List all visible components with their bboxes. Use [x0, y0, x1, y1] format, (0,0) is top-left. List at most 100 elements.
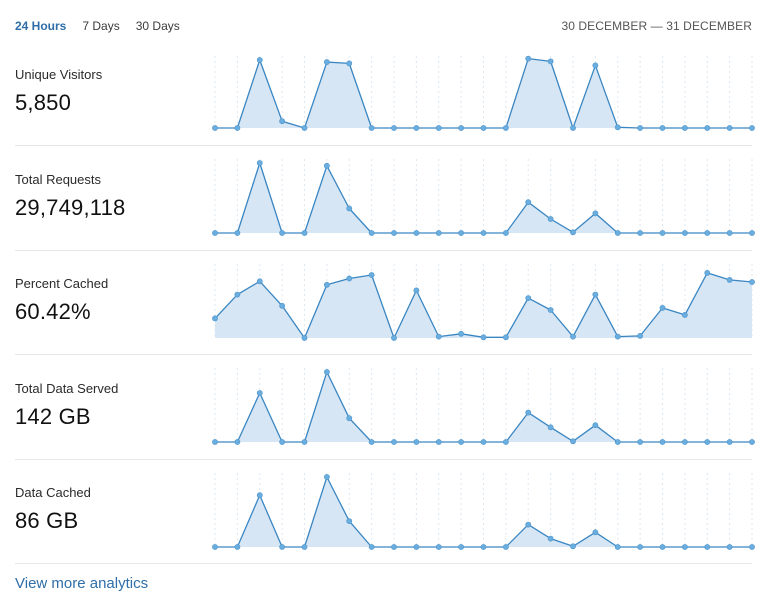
data-point[interactable] — [614, 333, 621, 340]
data-point[interactable] — [726, 230, 733, 236]
data-point[interactable] — [391, 230, 397, 236]
data-point[interactable] — [681, 230, 688, 236]
data-point[interactable] — [391, 335, 397, 341]
data-point[interactable] — [256, 278, 263, 285]
data-point[interactable] — [346, 275, 353, 282]
data-point[interactable] — [279, 230, 286, 236]
data-point[interactable] — [659, 305, 666, 311]
data-point[interactable] — [413, 230, 420, 236]
data-point[interactable] — [458, 439, 465, 445]
data-point[interactable] — [659, 544, 666, 550]
data-point[interactable] — [256, 390, 263, 396]
data-point[interactable] — [458, 125, 465, 131]
data-point[interactable] — [726, 439, 733, 445]
data-point[interactable] — [502, 439, 509, 445]
data-point[interactable] — [279, 302, 286, 309]
data-point[interactable] — [525, 521, 532, 528]
data-point[interactable] — [323, 281, 330, 288]
data-point[interactable] — [749, 125, 755, 131]
data-point[interactable] — [301, 439, 308, 445]
data-point[interactable] — [301, 125, 308, 131]
data-point[interactable] — [368, 544, 375, 550]
data-point[interactable] — [614, 544, 621, 550]
data-point[interactable] — [502, 125, 509, 131]
data-point[interactable] — [614, 230, 621, 236]
data-point[interactable] — [212, 125, 218, 131]
data-point[interactable] — [212, 439, 218, 445]
data-point[interactable] — [323, 369, 330, 375]
data-point[interactable] — [413, 544, 420, 550]
data-point[interactable] — [570, 438, 576, 445]
data-point[interactable] — [637, 439, 644, 445]
data-point[interactable] — [614, 439, 621, 445]
data-point[interactable] — [413, 125, 420, 131]
data-point[interactable] — [681, 544, 688, 550]
data-point[interactable] — [301, 335, 308, 341]
data-point[interactable] — [681, 439, 688, 445]
data-point[interactable] — [413, 287, 420, 294]
data-point[interactable] — [592, 422, 599, 429]
data-point[interactable] — [368, 439, 375, 445]
data-point[interactable] — [301, 230, 308, 236]
data-point[interactable] — [570, 333, 576, 340]
data-point[interactable] — [413, 439, 420, 445]
data-point[interactable] — [234, 439, 241, 445]
data-point[interactable] — [547, 535, 554, 542]
data-point[interactable] — [234, 125, 241, 131]
data-point[interactable] — [458, 544, 465, 550]
data-point[interactable] — [435, 439, 442, 445]
data-point[interactable] — [323, 59, 330, 65]
data-point[interactable] — [435, 333, 442, 340]
data-point[interactable] — [592, 291, 599, 298]
data-point[interactable] — [346, 518, 353, 524]
data-point[interactable] — [391, 439, 397, 445]
data-point[interactable] — [323, 162, 330, 169]
data-point[interactable] — [234, 291, 241, 298]
data-point[interactable] — [681, 125, 688, 131]
data-point[interactable] — [726, 544, 733, 550]
data-point[interactable] — [749, 230, 755, 236]
data-point[interactable] — [346, 415, 353, 422]
data-point[interactable] — [704, 544, 711, 550]
data-point[interactable] — [480, 439, 487, 445]
data-point[interactable] — [592, 210, 599, 217]
data-point[interactable] — [749, 439, 755, 445]
data-point[interactable] — [704, 439, 711, 445]
data-point[interactable] — [435, 544, 442, 550]
data-point[interactable] — [256, 160, 263, 166]
data-point[interactable] — [525, 55, 532, 62]
data-point[interactable] — [592, 62, 599, 69]
data-point[interactable] — [391, 544, 397, 550]
tab-7-days[interactable]: 7 Days — [82, 19, 120, 33]
data-point[interactable] — [704, 269, 711, 276]
data-point[interactable] — [637, 544, 644, 550]
data-point[interactable] — [212, 315, 218, 322]
data-point[interactable] — [346, 60, 353, 67]
data-point[interactable] — [212, 544, 218, 550]
data-point[interactable] — [659, 439, 666, 445]
data-point[interactable] — [323, 474, 330, 480]
tab-24-hours[interactable]: 24 Hours — [15, 19, 67, 33]
data-point[interactable] — [614, 124, 621, 131]
view-more-analytics-link[interactable]: View more analytics — [15, 575, 149, 592]
data-point[interactable] — [570, 229, 576, 236]
data-point[interactable] — [704, 230, 711, 236]
data-point[interactable] — [391, 125, 397, 131]
data-point[interactable] — [279, 544, 286, 550]
data-point[interactable] — [458, 230, 465, 236]
data-point[interactable] — [525, 199, 532, 206]
data-point[interactable] — [301, 544, 308, 550]
data-point[interactable] — [547, 58, 554, 65]
data-point[interactable] — [234, 544, 241, 550]
data-point[interactable] — [570, 543, 576, 550]
data-point[interactable] — [749, 544, 755, 550]
data-point[interactable] — [525, 409, 532, 416]
data-point[interactable] — [435, 125, 442, 131]
data-point[interactable] — [346, 205, 353, 212]
tab-30-days[interactable]: 30 Days — [135, 19, 180, 33]
data-point[interactable] — [659, 125, 666, 131]
data-point[interactable] — [637, 125, 644, 131]
data-point[interactable] — [726, 125, 733, 131]
data-point[interactable] — [256, 57, 263, 63]
data-point[interactable] — [279, 118, 286, 125]
